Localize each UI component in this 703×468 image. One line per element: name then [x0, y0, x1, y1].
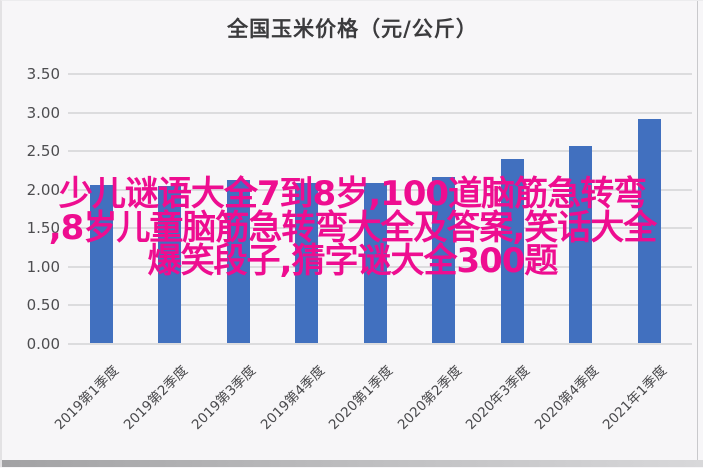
x-axis-tick-label: 2019第3季度 — [188, 362, 260, 434]
x-axis-tick-label: 2021年1季度 — [599, 362, 671, 434]
x-axis-tick-label: 2020第4季度 — [531, 362, 602, 434]
gridline — [68, 73, 692, 75]
photo-bottom-edge — [2, 460, 703, 467]
x-axis-tick-label: 2019第1季度 — [51, 362, 123, 434]
x-axis-tick-label: 2019第2季度 — [120, 362, 191, 434]
y-axis-tick-label: 2.00 — [26, 180, 60, 199]
bar — [226, 180, 250, 343]
x-axis-tick-label: 2020年3季度 — [462, 362, 534, 434]
bar — [89, 184, 113, 343]
photo-right-edge — [697, 1, 698, 467]
y-axis-tick-label: 3.00 — [26, 103, 60, 122]
gridline — [68, 343, 692, 345]
bar — [637, 119, 661, 343]
bar — [295, 182, 318, 343]
x-axis-tick-label: 2020第2季度 — [394, 362, 465, 434]
y-axis-tick-label: 1.50 — [26, 219, 60, 238]
y-axis-tick-label: 0.50 — [26, 296, 60, 315]
chart-title: 全国玉米价格（元/公斤） — [227, 17, 478, 41]
bar — [158, 185, 181, 343]
x-axis-tick-label: 2019第4季度 — [257, 362, 328, 434]
bar — [432, 177, 455, 343]
y-axis-tick-label: 0.00 — [26, 335, 60, 353]
gridline — [68, 150, 692, 153]
bar — [569, 146, 592, 343]
x-axis-tick-label: 2020第1季度 — [325, 362, 397, 434]
bar — [363, 182, 387, 343]
gridline — [68, 111, 692, 114]
y-axis-tick-label: 2.50 — [26, 142, 60, 161]
y-axis-tick-label: 1.00 — [26, 257, 60, 276]
y-axis-tick-label: 3.50 — [26, 65, 60, 83]
bar — [500, 159, 524, 343]
